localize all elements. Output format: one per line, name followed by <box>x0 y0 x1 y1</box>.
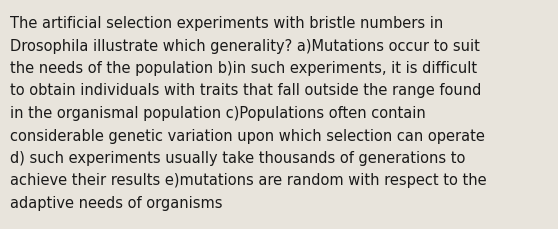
Text: considerable genetic variation upon which selection can operate: considerable genetic variation upon whic… <box>10 128 485 143</box>
Text: in the organismal population c)Populations often contain: in the organismal population c)Populatio… <box>10 106 426 120</box>
Text: d) such experiments usually take thousands of generations to: d) such experiments usually take thousan… <box>10 150 465 165</box>
Text: achieve their results e)mutations are random with respect to the: achieve their results e)mutations are ra… <box>10 173 487 188</box>
Text: the needs of the population b)in such experiments, it is difficult: the needs of the population b)in such ex… <box>10 61 477 76</box>
Text: Drosophila illustrate which generality? a)Mutations occur to suit: Drosophila illustrate which generality? … <box>10 38 480 53</box>
Text: The artificial selection experiments with bristle numbers in: The artificial selection experiments wit… <box>10 16 443 31</box>
Text: to obtain individuals with traits that fall outside the range found: to obtain individuals with traits that f… <box>10 83 482 98</box>
Text: adaptive needs of organisms: adaptive needs of organisms <box>10 195 223 210</box>
